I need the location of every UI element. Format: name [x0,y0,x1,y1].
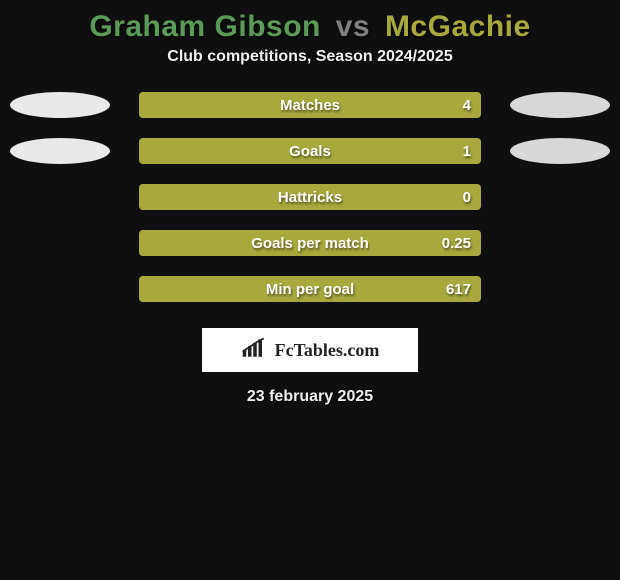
title-vs: vs [336,10,370,43]
source-badge[interactable]: FcTables.com [202,328,418,372]
player2-marker [510,138,610,164]
stat-row: Hattricks0 [0,184,620,210]
player1-marker [10,92,110,118]
stats-rows: Matches4 Goals1 Hattricks0 Goals per match0… [0,92,620,302]
stat-value: 0.25 [442,230,471,256]
stat-bar-fill [139,230,481,256]
source-badge-text: FcTables.com [275,340,380,361]
comparison-card: Graham Gibson vs McGachie Club competiti… [0,0,620,406]
stat-row: Min per goal617 [0,276,620,302]
player2-marker [510,92,610,118]
stat-value: 1 [463,138,471,164]
stat-value: 4 [463,92,471,118]
stat-bar: Hattricks0 [139,184,481,210]
page-title: Graham Gibson vs McGachie [0,10,620,44]
chart-icon [241,337,269,364]
stat-bar-fill [139,138,481,164]
stat-bar-fill [139,184,481,210]
stat-bar-fill [139,276,481,302]
stat-bar-fill [139,92,481,118]
stat-row: Goals1 [0,138,620,164]
title-player2: McGachie [385,10,531,43]
stat-bar: Goals1 [139,138,481,164]
stat-bar: Goals per match0.25 [139,230,481,256]
stat-bar: Matches4 [139,92,481,118]
stat-row: Matches4 [0,92,620,118]
snapshot-date: 23 february 2025 [0,388,620,406]
subtitle: Club competitions, Season 2024/2025 [0,48,620,66]
stat-bar: Min per goal617 [139,276,481,302]
stat-value: 0 [463,184,471,210]
title-player1: Graham Gibson [89,10,321,43]
player1-marker [10,138,110,164]
stat-row: Goals per match0.25 [0,230,620,256]
stat-value: 617 [446,276,471,302]
